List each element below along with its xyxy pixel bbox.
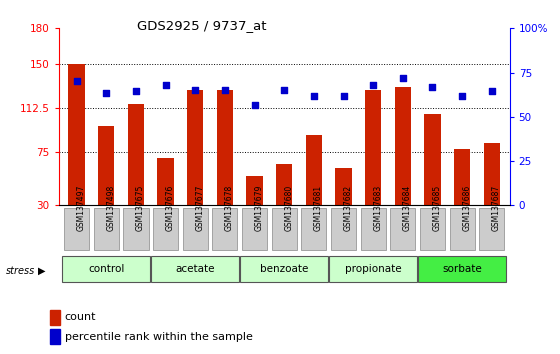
FancyBboxPatch shape xyxy=(479,208,505,250)
Point xyxy=(161,82,170,88)
Text: GSM137682: GSM137682 xyxy=(343,185,352,231)
Bar xyxy=(128,104,144,205)
Text: GSM137676: GSM137676 xyxy=(166,184,175,231)
Point xyxy=(221,87,230,92)
Text: GSM137497: GSM137497 xyxy=(77,184,86,231)
FancyBboxPatch shape xyxy=(240,256,328,282)
Text: GSM137685: GSM137685 xyxy=(432,184,441,231)
Bar xyxy=(395,87,411,205)
FancyBboxPatch shape xyxy=(331,208,356,250)
Bar xyxy=(246,176,263,205)
FancyBboxPatch shape xyxy=(272,208,297,250)
FancyBboxPatch shape xyxy=(62,256,150,282)
FancyBboxPatch shape xyxy=(361,208,386,250)
FancyBboxPatch shape xyxy=(94,208,119,250)
Point xyxy=(398,75,407,81)
Text: GSM137498: GSM137498 xyxy=(106,184,115,231)
FancyBboxPatch shape xyxy=(123,208,148,250)
Bar xyxy=(187,90,203,205)
Bar xyxy=(68,64,85,205)
FancyBboxPatch shape xyxy=(329,256,417,282)
Point xyxy=(368,82,377,88)
Point xyxy=(487,88,496,94)
Point xyxy=(72,79,81,84)
Text: propionate: propionate xyxy=(345,264,402,274)
FancyBboxPatch shape xyxy=(418,256,506,282)
Text: GSM137680: GSM137680 xyxy=(284,184,293,231)
Point xyxy=(458,93,466,98)
Text: count: count xyxy=(65,312,96,322)
Text: GSM137684: GSM137684 xyxy=(403,184,412,231)
Text: control: control xyxy=(88,264,124,274)
Bar xyxy=(49,329,60,344)
Point xyxy=(279,87,289,92)
Text: GSM137686: GSM137686 xyxy=(462,184,471,231)
Bar xyxy=(217,90,233,205)
Point xyxy=(132,88,141,94)
Text: GSM137681: GSM137681 xyxy=(314,185,323,231)
Point xyxy=(102,90,111,96)
Text: stress: stress xyxy=(6,266,35,276)
Bar xyxy=(157,158,174,205)
Text: GSM137683: GSM137683 xyxy=(373,184,382,231)
Text: GSM137675: GSM137675 xyxy=(136,184,145,231)
FancyBboxPatch shape xyxy=(212,208,237,250)
Text: GDS2925 / 9737_at: GDS2925 / 9737_at xyxy=(137,19,267,33)
FancyBboxPatch shape xyxy=(183,208,208,250)
FancyBboxPatch shape xyxy=(390,208,416,250)
Bar xyxy=(454,149,470,205)
Bar xyxy=(424,114,441,205)
FancyBboxPatch shape xyxy=(301,208,326,250)
Text: GSM137679: GSM137679 xyxy=(255,184,264,231)
Bar xyxy=(276,164,292,205)
Point xyxy=(309,93,318,98)
Text: GSM137687: GSM137687 xyxy=(492,184,501,231)
Text: benzoate: benzoate xyxy=(260,264,309,274)
Point xyxy=(339,93,348,98)
Text: percentile rank within the sample: percentile rank within the sample xyxy=(65,332,253,342)
Text: acetate: acetate xyxy=(175,264,215,274)
FancyBboxPatch shape xyxy=(64,208,89,250)
Text: ▶: ▶ xyxy=(38,266,45,276)
Bar xyxy=(365,90,381,205)
Text: sorbate: sorbate xyxy=(442,264,482,274)
FancyBboxPatch shape xyxy=(450,208,475,250)
Bar xyxy=(49,309,60,325)
FancyBboxPatch shape xyxy=(242,208,267,250)
Bar xyxy=(484,143,500,205)
Point xyxy=(250,102,259,108)
Bar xyxy=(98,126,114,205)
Bar xyxy=(306,135,322,205)
Bar xyxy=(335,167,352,205)
FancyBboxPatch shape xyxy=(151,256,239,282)
Text: GSM137678: GSM137678 xyxy=(225,184,234,231)
Point xyxy=(191,87,200,92)
Point xyxy=(428,85,437,90)
FancyBboxPatch shape xyxy=(153,208,178,250)
Text: GSM137677: GSM137677 xyxy=(195,184,204,231)
FancyBboxPatch shape xyxy=(420,208,445,250)
